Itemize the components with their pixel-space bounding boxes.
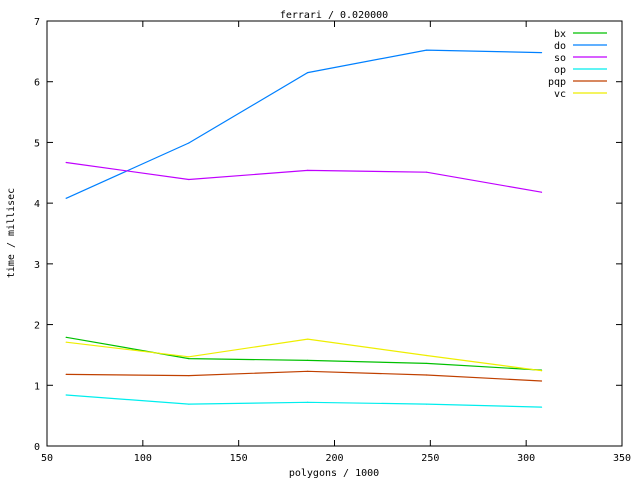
data-point-bx [65, 336, 67, 338]
data-point-pqp [188, 374, 190, 377]
data-point-do [540, 51, 543, 54]
data-point-pqp [540, 380, 543, 382]
data-point-vc [188, 356, 190, 358]
legend-label-bx: bx [554, 29, 566, 40]
data-point-vc [307, 338, 309, 340]
y-tick-label: 6 [34, 78, 40, 89]
x-tick-label: 350 [613, 453, 631, 464]
series-line-do [65, 49, 542, 199]
data-point-op [65, 394, 67, 396]
chart-title: ferrari / 0.020000 [280, 10, 388, 21]
series-line-bx [66, 336, 542, 371]
data-point-so [307, 169, 309, 171]
y-tick-label: 5 [34, 138, 40, 149]
data-point-so [425, 171, 428, 173]
series-line-so [66, 161, 542, 193]
data-point-vc [425, 354, 428, 357]
data-point-pqp [307, 370, 309, 372]
data-point-bx [425, 362, 428, 365]
x-tick-label: 250 [421, 453, 439, 464]
data-point-vc [540, 370, 543, 372]
data-point-bx [188, 357, 190, 360]
series-line-op [66, 394, 542, 408]
y-tick-label: 7 [34, 17, 40, 28]
data-point-vc [65, 341, 67, 343]
legend-label-do: do [554, 41, 566, 52]
legend-label-op: op [554, 65, 566, 76]
y-tick-label: 4 [34, 199, 40, 210]
x-tick-label: 150 [230, 453, 248, 464]
data-point-do [188, 142, 190, 144]
data-point-bx [307, 359, 309, 361]
data-point-do [425, 49, 428, 51]
series-line-pqp [66, 370, 542, 382]
data-point-op [540, 406, 543, 408]
data-point-op [188, 403, 190, 405]
x-axis-label: polygons / 1000 [289, 468, 379, 479]
data-point-so [540, 191, 543, 193]
y-tick-label: 2 [34, 321, 40, 332]
legend-label-vc: vc [554, 89, 566, 100]
x-tick-label: 200 [325, 453, 343, 464]
y-tick-label: 1 [34, 381, 40, 392]
data-point-so [188, 178, 190, 181]
legend-label-so: so [554, 53, 566, 64]
data-point-pqp [425, 374, 428, 376]
legend-label-pqp: pqp [548, 77, 566, 88]
data-point-op [307, 401, 309, 403]
data-point-pqp [65, 373, 67, 375]
data-point-so [65, 161, 67, 164]
y-tick-label: 0 [34, 442, 40, 453]
x-tick-label: 300 [517, 453, 535, 464]
data-point-do [307, 72, 309, 74]
x-tick-label: 100 [134, 453, 152, 464]
y-tick-label: 3 [34, 260, 40, 271]
x-tick-label: 50 [41, 453, 53, 464]
y-axis-label: time / millisec [6, 188, 17, 278]
data-point-op [425, 403, 428, 405]
plot-border [46, 20, 623, 447]
data-point-do [65, 197, 67, 199]
